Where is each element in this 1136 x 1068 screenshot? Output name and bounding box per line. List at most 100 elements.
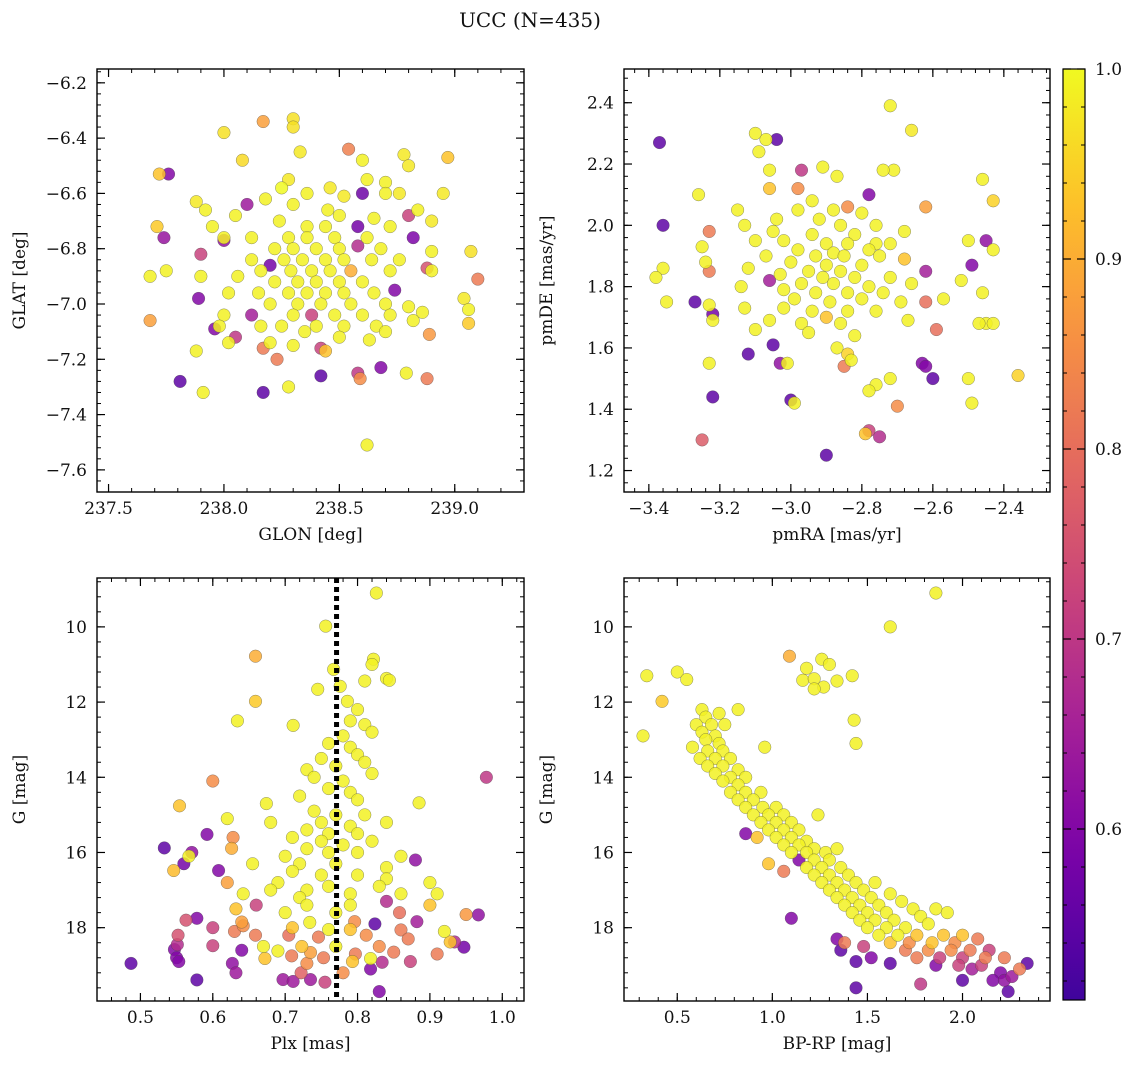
data-point (784, 255, 798, 269)
data-point (328, 308, 342, 322)
colorbar: 0.6 0.7 0.8 0.9 1.0 (1062, 60, 1122, 1001)
data-point (738, 218, 752, 232)
data-point (954, 273, 968, 288)
data-point (763, 273, 777, 288)
data-point (245, 253, 259, 267)
data-point (794, 316, 809, 330)
data-point (441, 150, 455, 165)
colorbar-tick-label: 1.0 (1095, 60, 1122, 80)
data-point (876, 163, 890, 177)
y-tick-label: 2.0 (587, 216, 614, 236)
y-tick-label: −7.2 (46, 350, 87, 370)
data-point (471, 272, 485, 286)
data-point (282, 286, 296, 300)
data-point (777, 301, 791, 315)
data-point (873, 249, 887, 263)
data-point (231, 269, 245, 283)
plot-frame (96, 68, 525, 493)
data-point (805, 194, 819, 208)
data-point (159, 264, 173, 278)
data-point (910, 951, 924, 965)
data-point (322, 923, 336, 937)
data-point (383, 264, 397, 278)
data-point (919, 359, 933, 373)
data-point (235, 153, 249, 167)
data-point (343, 898, 357, 912)
data-point (124, 956, 138, 970)
data-point (235, 915, 249, 929)
data-point (855, 206, 869, 220)
data-point (430, 887, 444, 901)
data-point (143, 269, 157, 283)
y-tick-label: −6.8 (46, 240, 87, 260)
data-point (311, 930, 326, 944)
data-point (423, 898, 437, 912)
data-point (919, 200, 933, 214)
data-point (929, 902, 943, 916)
data-point (228, 208, 243, 223)
data-point (322, 782, 336, 796)
data-point (883, 956, 897, 970)
data-point (336, 774, 350, 788)
data-point (300, 842, 314, 856)
data-point (343, 714, 357, 728)
data-point (318, 975, 332, 989)
data-point (411, 203, 425, 217)
data-point (816, 160, 830, 174)
data-point (387, 945, 401, 959)
data-point (685, 740, 700, 754)
colorbar-tick-label: 0.9 (1095, 250, 1122, 270)
data-point (358, 755, 372, 769)
scatter-panel-bprp-g: 0.5 1.0 1.5 2.0 10 12 14 16 18 BP-RP [mag] G [mag] (537, 577, 1051, 1054)
y-tick-label: 1.2 (587, 462, 614, 482)
data-point (372, 879, 386, 893)
plot-frame (96, 577, 525, 1002)
colorbar-tick-label: 0.6 (1095, 820, 1122, 840)
data-point (761, 857, 776, 871)
data-point (189, 195, 203, 209)
data-point (883, 270, 897, 284)
data-point (834, 218, 848, 232)
data-point (741, 347, 755, 361)
x-tick-label: 1.0 (489, 1008, 516, 1028)
data-point (914, 977, 928, 991)
y-tick-label: −7.0 (46, 295, 87, 315)
x-tick-label: 238.5 (315, 499, 364, 519)
data-point (368, 917, 382, 931)
data-point (300, 231, 314, 245)
y-tick-label: 16 (592, 843, 614, 863)
data-point (270, 352, 284, 366)
data-point (695, 433, 709, 447)
y-tick-label: 10 (592, 618, 614, 638)
data-point (702, 298, 716, 312)
scatter-panel-plx-g: 0.5 0.6 0.7 0.8 0.9 1.0 10 12 14 16 18 Plx [mas] G [… (10, 577, 525, 1054)
data-point (397, 148, 411, 162)
data-point (336, 838, 350, 852)
data-point (278, 906, 292, 920)
data-point (394, 849, 408, 863)
scatter-panel-glon-glat: 237.5 238.0 238.5 239.0 −7.6 −7.4 −7.2 −7.0 −6.8… (10, 68, 525, 545)
plot-frame (623, 68, 1051, 493)
data-point (382, 673, 396, 687)
x-tick-label: −3.2 (699, 499, 740, 519)
data-point (217, 308, 231, 322)
data-point (807, 682, 821, 696)
data-point (847, 713, 861, 727)
y-tick-label: 14 (65, 768, 87, 788)
data-point (220, 812, 234, 826)
data-point (706, 390, 720, 404)
data-point (457, 291, 471, 306)
data-point (462, 302, 476, 317)
data-point (862, 243, 876, 257)
data-point (198, 203, 213, 217)
data-point (359, 928, 373, 942)
data-point (812, 212, 826, 226)
data-point (229, 902, 243, 916)
data-point (318, 220, 333, 234)
data-point (343, 887, 357, 901)
data-point (412, 796, 426, 810)
data-point (282, 231, 296, 245)
data-point (362, 333, 376, 347)
data-point (702, 224, 716, 239)
data-point (367, 211, 381, 225)
